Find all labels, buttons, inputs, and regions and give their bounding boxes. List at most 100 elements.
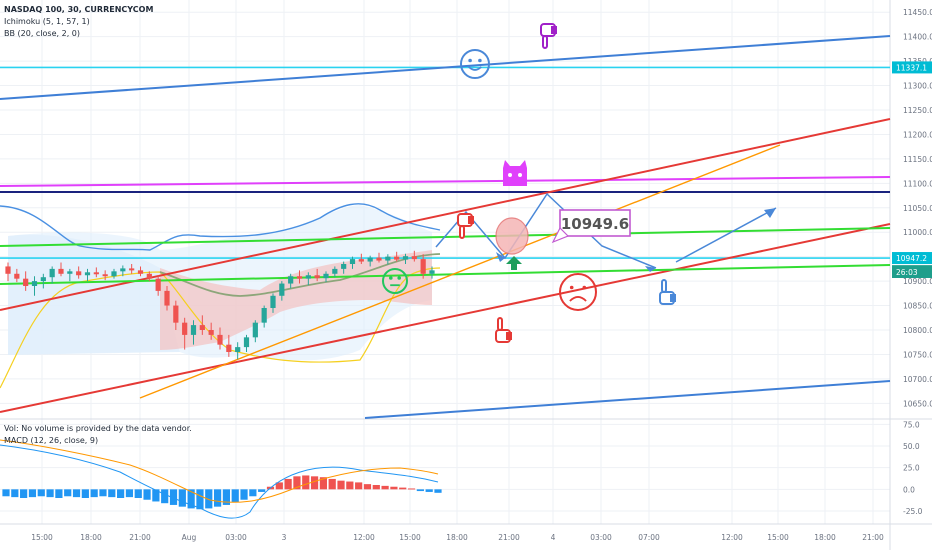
macd-histogram-bar [117, 489, 125, 498]
pointing-hand-icon [540, 23, 557, 49]
candle-body [314, 275, 320, 279]
up-arrow-shape [506, 256, 522, 270]
angry-face-icon-outline [559, 273, 597, 311]
candle-body [288, 276, 294, 284]
macd-histogram-bar [169, 489, 178, 505]
time-tick-label: 18:00 [80, 533, 102, 542]
candle-body [40, 277, 46, 282]
candle-body [358, 259, 364, 262]
macd-histogram-bar [302, 475, 310, 490]
macd-histogram-bar [381, 485, 389, 490]
price-callout-text: 10949.6 [561, 215, 629, 233]
pointing-hand-icon [659, 279, 676, 305]
time-tick-label: 18:00 [814, 533, 836, 542]
up-arrow-icon [506, 256, 522, 270]
angry-face-icon-eye [582, 285, 587, 290]
candle-body [270, 295, 276, 308]
candle-body [402, 256, 409, 260]
candle-body [49, 268, 55, 278]
price-callout-box [559, 209, 631, 237]
pointing-hand-icon-finger [497, 317, 503, 331]
candle-body [31, 281, 38, 286]
price-tick-label: 10900.0 [903, 277, 932, 286]
candle-body [14, 273, 20, 279]
macd-tick-label: 75.0 [903, 420, 920, 429]
price-badge-text: 10947.2 [896, 254, 927, 263]
pointing-hand-icon-finger [459, 225, 465, 239]
time-tick-label: Aug [182, 533, 197, 542]
macd-histogram-bar [363, 484, 372, 490]
macd-histogram-bar [99, 489, 107, 497]
time-tick-label: 03:00 [225, 533, 247, 542]
smiley-icon-outline [460, 49, 490, 79]
price-tick-label: 11250.0 [903, 106, 932, 115]
macd-histogram-bar [346, 481, 354, 490]
macd-histogram-bar [372, 485, 380, 490]
time-tick-label: 18:00 [446, 533, 468, 542]
price-badge-bg [892, 252, 932, 265]
time-tick-label: 21:00 [129, 533, 151, 542]
candle-body [296, 276, 303, 279]
macd-tick-label: 0.0 [903, 485, 915, 494]
bb-legend: BB (20, close, 2, 0) [4, 29, 80, 38]
time-tick-label: 15:00 [767, 533, 789, 542]
pointing-hand-icon-cuff [506, 332, 512, 340]
time-tick-label: 12:00 [353, 533, 375, 542]
price-tick-label: 10650.0 [903, 399, 932, 408]
trendline-upper-blue [0, 35, 891, 100]
macd-histogram-bar [231, 489, 239, 503]
macd-histogram-bar [37, 489, 45, 497]
candle-body [173, 305, 179, 323]
pointing-hand-icon [457, 213, 474, 239]
price-badge-bg [892, 266, 932, 278]
ichimoku-legend: Ichimoku (5, 1, 57, 1) [4, 17, 90, 26]
macd-histogram-bar [249, 489, 257, 497]
candle-body [190, 325, 197, 335]
macd-histogram-bar [125, 489, 134, 498]
price-tick-label: 10800.0 [903, 326, 932, 335]
macd-histogram-bar [161, 489, 169, 504]
symbol-title: NASDAQ 100, 30, CURRENCYCOM [4, 5, 154, 14]
pointing-hand-icon-cuff [551, 26, 557, 34]
macd-histogram-bar [64, 489, 72, 497]
candle-body [84, 272, 91, 276]
macd-histogram-bar [187, 489, 195, 509]
cat-face-icon [503, 160, 527, 186]
angry-face-icon-eye [569, 285, 574, 290]
projection-arrow [675, 207, 777, 263]
macd-histogram-bar [222, 489, 231, 505]
price-tick-label: 11100.0 [903, 179, 932, 188]
candle-body [67, 271, 73, 274]
price-tick-label: 11150.0 [903, 155, 932, 164]
candle-body [376, 257, 382, 261]
candle-body [341, 264, 347, 269]
macd-tick-label: -25.0 [903, 507, 923, 516]
trendline-green-lower [0, 264, 891, 285]
candle-body [323, 273, 329, 279]
candle-body [252, 322, 258, 338]
highlight-ellipse [495, 217, 529, 255]
macd-tick-label: 50.0 [903, 442, 920, 451]
time-tick-label: 21:00 [862, 533, 884, 542]
macd-histogram-bar [284, 478, 292, 490]
time-tick-label: 12:00 [721, 533, 743, 542]
smiley-icon [460, 49, 490, 79]
macd-histogram-bar [108, 489, 116, 498]
macd-histogram-bar [275, 482, 283, 490]
candle-body [394, 256, 400, 260]
cat-eye [518, 173, 522, 177]
cat-face-shape [503, 160, 527, 186]
time-tick-label: 3 [282, 533, 287, 542]
candle-body [332, 268, 338, 274]
bb-upper-line [0, 203, 441, 251]
macd-histogram-bar [2, 489, 10, 497]
price-tick-label: 11050.0 [903, 204, 932, 213]
candle-body [58, 268, 64, 274]
candle-body [279, 283, 285, 296]
price-tick-label: 10850.0 [903, 302, 932, 311]
macd-histogram-bar [399, 487, 407, 490]
macd-histogram-bar [11, 489, 19, 498]
macd-histogram-bar [205, 489, 213, 509]
